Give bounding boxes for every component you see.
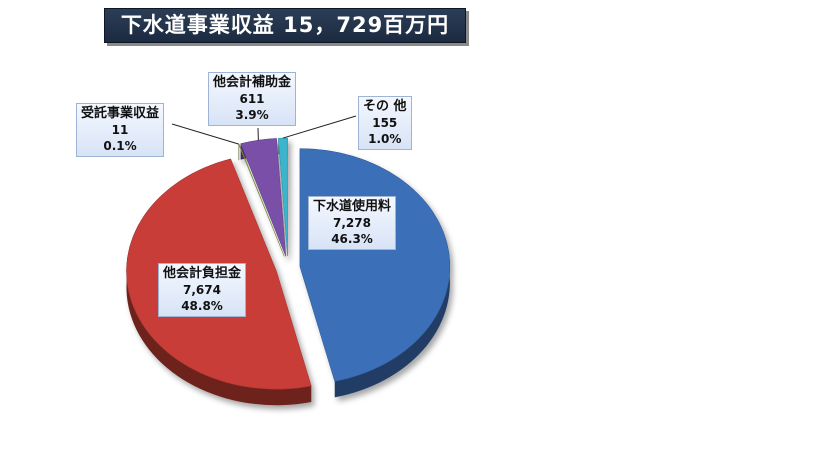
slice-label-other-account-burden: 他会計負担金 7,674 48.8% [158, 263, 247, 317]
leader-line-other [282, 115, 357, 139]
slice-label-other: その 他 155 1.0% [358, 96, 412, 150]
pie-slice-side-contract-revenue [238, 144, 240, 161]
slice-label-usage-fee: 下水道使用料 7,278 46.3% [308, 196, 397, 250]
pie-slice-usage-fee [299, 148, 451, 382]
pie-slice-other-account-subsidy [240, 138, 287, 257]
chart-title: 下水道事業収益 15，729百万円 [104, 8, 466, 43]
leader-line-contract-revenue [171, 123, 240, 145]
slice-label-contract-revenue: 受託事業収益 11 0.1% [76, 103, 165, 157]
slice-label-other-account-subsidy: 他会計補助金 611 3.9% [208, 72, 297, 126]
